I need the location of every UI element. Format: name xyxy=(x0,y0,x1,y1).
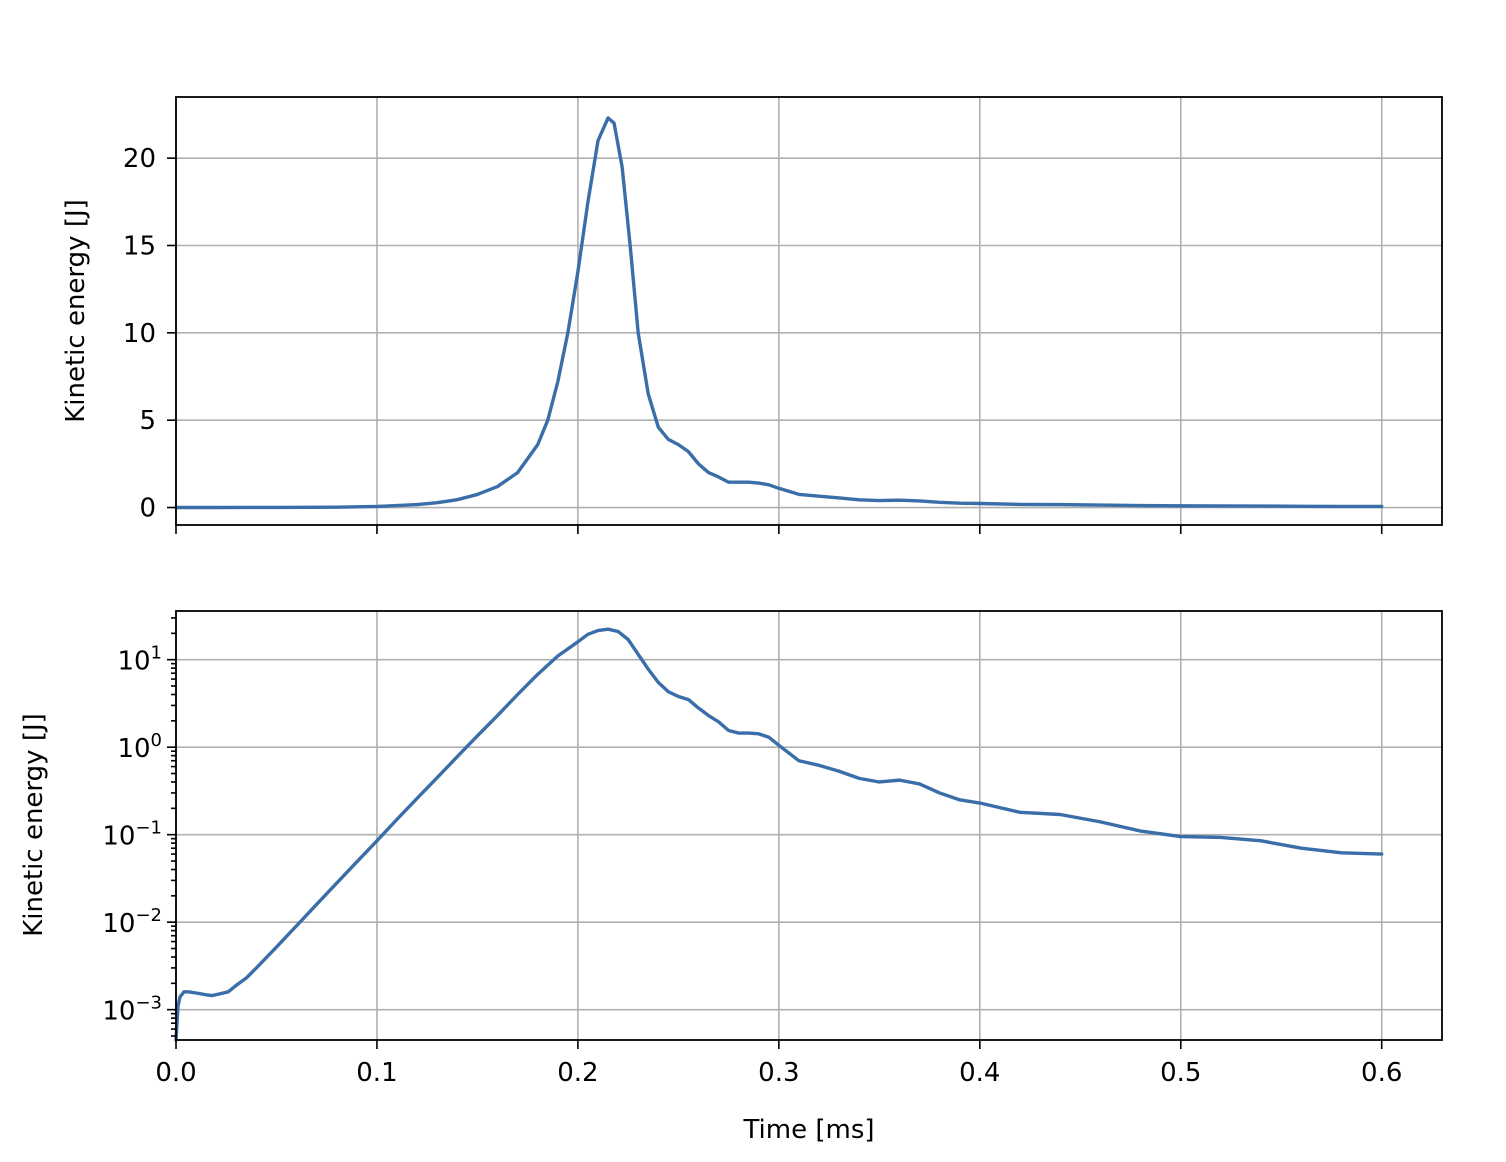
y-tick-label: 10 xyxy=(123,319,156,349)
grid-lines xyxy=(175,97,1442,525)
y-tick-label: 5 xyxy=(139,406,156,436)
y-tick-label: 0 xyxy=(139,494,156,524)
kinetic-energy-line xyxy=(174,116,1384,510)
x-tick-label: 0.5 xyxy=(1160,1058,1201,1088)
x-tick-label: 0.1 xyxy=(356,1058,397,1088)
tick-labels: 0.0 0.1 0.2 0.3 0.4 0.5 0.6 10−3 10−2 10−1 100 101 xyxy=(102,643,1402,1088)
x-axis-label: Time [ms] xyxy=(742,1115,874,1145)
log-energy-panel: 0.0 0.1 0.2 0.3 0.4 0.5 0.610−310−210−1100101 … xyxy=(19,610,1443,1145)
linear-energy-panel: 0 5 10 15 20 Kinetic energy [J] xyxy=(61,96,1443,534)
tick-marks xyxy=(167,157,1383,534)
y-axis-label: Kinetic energy [J] xyxy=(19,713,49,937)
x-tick-label: 0.3 xyxy=(758,1058,799,1088)
y-tick-label: 15 xyxy=(123,231,156,261)
tick-labels: 0 5 10 15 20 xyxy=(123,144,156,523)
plot-frame xyxy=(175,96,1443,526)
y-tick-label: 10−2 xyxy=(102,905,162,939)
x-tick-label: 0.0 xyxy=(155,1058,196,1088)
y-axis-label: Kinetic energy [J] xyxy=(61,199,91,423)
kinetic-energy-line xyxy=(174,627,1384,1042)
y-tick-label: 10−1 xyxy=(102,818,162,852)
x-tick-label: 0.4 xyxy=(959,1058,1000,1088)
tick-marks xyxy=(167,617,1383,1049)
x-tick-label: 0.2 xyxy=(557,1058,598,1088)
grid-lines xyxy=(175,611,1442,1040)
y-tick-label: 100 xyxy=(117,730,162,764)
x-tick-label: 0.6 xyxy=(1361,1058,1402,1088)
plot-frame xyxy=(175,610,1443,1041)
y-tick-label: 20 xyxy=(123,144,156,174)
y-tick-label: 10−3 xyxy=(102,993,162,1027)
y-tick-label: 101 xyxy=(117,643,162,677)
